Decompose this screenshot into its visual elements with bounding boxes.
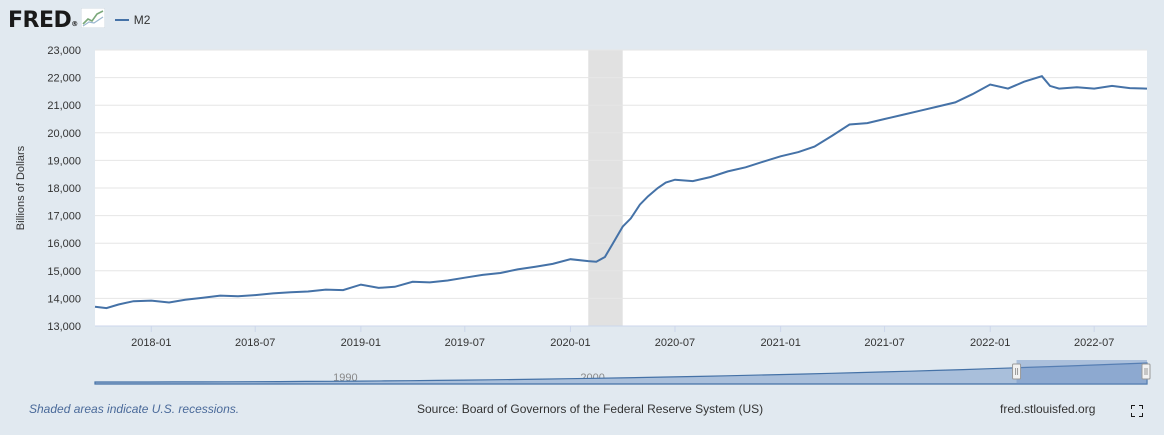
y-tick-label: 17,000 <box>47 211 81 223</box>
y-tick-label: 16,000 <box>47 238 81 250</box>
chart[interactable]: 13,000 14,000 15,000 16,000 17,000 18,000 19,0… <box>0 0 1164 400</box>
x-tick-label: 2022-07 <box>1074 337 1114 349</box>
legend[interactable]: M2 <box>114 13 151 27</box>
legend-swatch <box>114 19 129 21</box>
y-axis-label: Billions of Dollars <box>15 145 27 230</box>
x-tick-label: 2019-01 <box>341 337 381 349</box>
x-tick-label: 2019-07 <box>445 337 485 349</box>
navigator-selected-window[interactable] <box>1016 360 1147 384</box>
x-tick-label: 2020-07 <box>655 337 695 349</box>
range-navigator[interactable]: 1990200020102020 <box>94 360 1151 385</box>
y-tick-label: 15,000 <box>47 266 81 278</box>
logo-registered-mark: ® <box>71 19 78 28</box>
x-tick-label: 2022-01 <box>970 337 1010 349</box>
fullscreen-icon[interactable] <box>1130 404 1144 418</box>
x-tick-label: 2020-01 <box>550 337 590 349</box>
y-tick-label: 18,000 <box>47 183 81 195</box>
y-tick-label: 13,000 <box>47 321 81 333</box>
legend-label: M2 <box>133 13 151 27</box>
fred-logo[interactable]: FRED® <box>8 8 78 33</box>
y-tick-label: 21,000 <box>47 100 81 112</box>
y-tick-label: 22,000 <box>47 73 81 85</box>
logo-text: FRED <box>8 7 72 33</box>
x-tick-label: 2018-01 <box>131 337 171 349</box>
recession-note: Shaded areas indicate U.S. recessions. <box>29 402 240 416</box>
y-tick-label: 14,000 <box>47 293 81 305</box>
y-tick-label: 23,000 <box>47 45 81 57</box>
x-axis: 2018-01 2018-07 2019-01 2019-07 2020-01 2020-… <box>95 325 1147 349</box>
y-tick-label: 20,000 <box>47 128 81 140</box>
source-text: Source: Board of Governors of the Federa… <box>417 402 764 416</box>
site-link[interactable]: fred.stlouisfed.org <box>1000 402 1096 416</box>
y-tick-label: 19,000 <box>47 155 81 167</box>
x-tick-label: 2018-07 <box>235 337 275 349</box>
navigator-left-handle[interactable] <box>1012 363 1022 380</box>
x-tick-label: 2021-07 <box>864 337 904 349</box>
chart-header: FRED® M2 <box>8 6 150 34</box>
series-line-m2 <box>94 75 1148 310</box>
navigator-series-area <box>94 362 1148 385</box>
navigator-right-handle[interactable] <box>1141 363 1151 380</box>
x-tick-label: 2021-01 <box>760 337 800 349</box>
y-axis: 13,000 14,000 15,000 16,000 17,000 18,000 19,0… <box>47 45 81 333</box>
